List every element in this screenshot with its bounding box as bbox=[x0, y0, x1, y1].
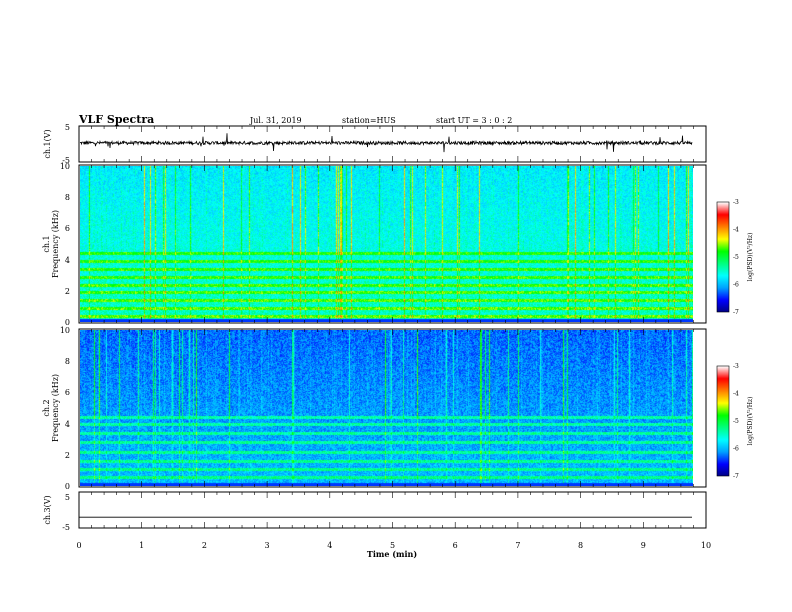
start-ut-text: start UT = 3 : 0 : 2 bbox=[436, 116, 512, 125]
ch2-ytick: 0 bbox=[65, 482, 70, 491]
ylabel-line: ch.2 bbox=[42, 399, 51, 416]
colorbar-tick-label: -7 bbox=[733, 473, 739, 480]
x-tick-label: 7 bbox=[515, 541, 520, 550]
ch1-ytick-bottom: -5 bbox=[62, 156, 70, 165]
x-axis-tick-labels: 0 1 2 3 4 5 6 7 8 9 10 bbox=[76, 541, 711, 550]
ch2-ytick: 10 bbox=[60, 326, 70, 335]
ch1-ytick-top: 5 bbox=[65, 123, 70, 132]
ylabel-line: Frequency (kHz) bbox=[51, 210, 60, 278]
x-tick-label: 10 bbox=[701, 541, 711, 550]
ch1-ytick: 10 bbox=[60, 162, 70, 171]
ch3-ytick-top: 5 bbox=[65, 493, 70, 502]
colorbar-tick-label: -6 bbox=[733, 446, 739, 453]
ch1-colorbar-gradient bbox=[717, 202, 729, 312]
ch2-spectrogram-image bbox=[80, 330, 693, 486]
ch1-ytick: 4 bbox=[65, 256, 70, 265]
x-axis-label: Time (min) bbox=[367, 549, 417, 559]
ch2-ytick: 6 bbox=[65, 388, 70, 397]
ch3-waveform-panel: 5 -5 ch.3(V) bbox=[43, 491, 707, 532]
ch1-colorbar-label: log(PSD)(V²/Hz) bbox=[747, 233, 754, 282]
ch2-colorbar-gradient bbox=[717, 366, 729, 476]
station-text: station=HUS bbox=[342, 116, 396, 125]
ch2-colorbar-label: log(PSD)(V²/Hz) bbox=[747, 397, 754, 446]
ch3-waveform-ylabel: ch.3(V) bbox=[43, 495, 52, 524]
ch1-spectrogram-panel: 0 2 4 6 8 10 ch.1Frequency (kHz) bbox=[42, 162, 707, 327]
x-tick-label: 9 bbox=[641, 541, 646, 550]
ch1-ytick: 2 bbox=[65, 287, 70, 296]
ch2-ytick: 2 bbox=[65, 451, 70, 460]
x-tick-label: 3 bbox=[265, 541, 270, 550]
colorbar-tick-label: -6 bbox=[733, 282, 739, 289]
x-tick-label: 5 bbox=[390, 541, 395, 550]
ylabel-line: Frequency (kHz) bbox=[51, 374, 60, 442]
colorbar-tick-label: -5 bbox=[733, 418, 739, 425]
ch1-colorbar: -3 -4 -5 -6 -7 log(PSD)(V²/Hz) bbox=[716, 199, 754, 316]
figure-title: VLF Spectra bbox=[78, 113, 154, 126]
ch1-ytick: 0 bbox=[65, 318, 70, 327]
x-tick-label: 8 bbox=[578, 541, 583, 550]
colorbar-tick-label: -5 bbox=[733, 254, 739, 261]
date-text: Jul. 31, 2019 bbox=[249, 116, 302, 125]
ch2-spectrogram-ylabel: ch.2Frequency (kHz) bbox=[42, 374, 60, 442]
ch1-waveform-line bbox=[79, 133, 693, 153]
x-tick-label: 1 bbox=[139, 541, 144, 550]
ch1-spectrogram-image bbox=[80, 166, 693, 322]
ch1-waveform-ylabel: ch.1(V) bbox=[43, 129, 52, 158]
colorbar-tick-label: -3 bbox=[733, 199, 739, 206]
colorbar-tick-label: -3 bbox=[733, 363, 739, 370]
ch1-spectrogram-ylabel: ch.1Frequency (kHz) bbox=[42, 210, 60, 278]
ch1-ytick: 6 bbox=[65, 224, 70, 233]
colorbar-tick-label: -4 bbox=[733, 391, 739, 398]
x-tick-label: 2 bbox=[202, 541, 207, 550]
colorbar-tick-label: -4 bbox=[733, 227, 739, 234]
x-tick-label: 4 bbox=[327, 541, 332, 550]
ch1-ytick: 8 bbox=[65, 193, 70, 202]
colorbar-tick-label: -7 bbox=[733, 309, 739, 316]
ch2-spectrogram-panel: 0 2 4 6 8 10 ch.2Frequency (kHz) bbox=[42, 326, 707, 491]
x-tick-label: 6 bbox=[453, 541, 458, 550]
ch2-colorbar: -3 -4 -5 -6 -7 log(PSD)(V²/Hz) bbox=[716, 363, 754, 480]
ch2-ytick: 4 bbox=[65, 420, 70, 429]
ch3-ytick-bottom: -5 bbox=[62, 523, 70, 532]
ch1-waveform-panel: 5 -5 ch.1(V) bbox=[43, 123, 707, 165]
ch2-ytick: 8 bbox=[65, 357, 70, 366]
ylabel-line: ch.1 bbox=[42, 235, 51, 252]
x-tick-label: 0 bbox=[76, 541, 81, 550]
